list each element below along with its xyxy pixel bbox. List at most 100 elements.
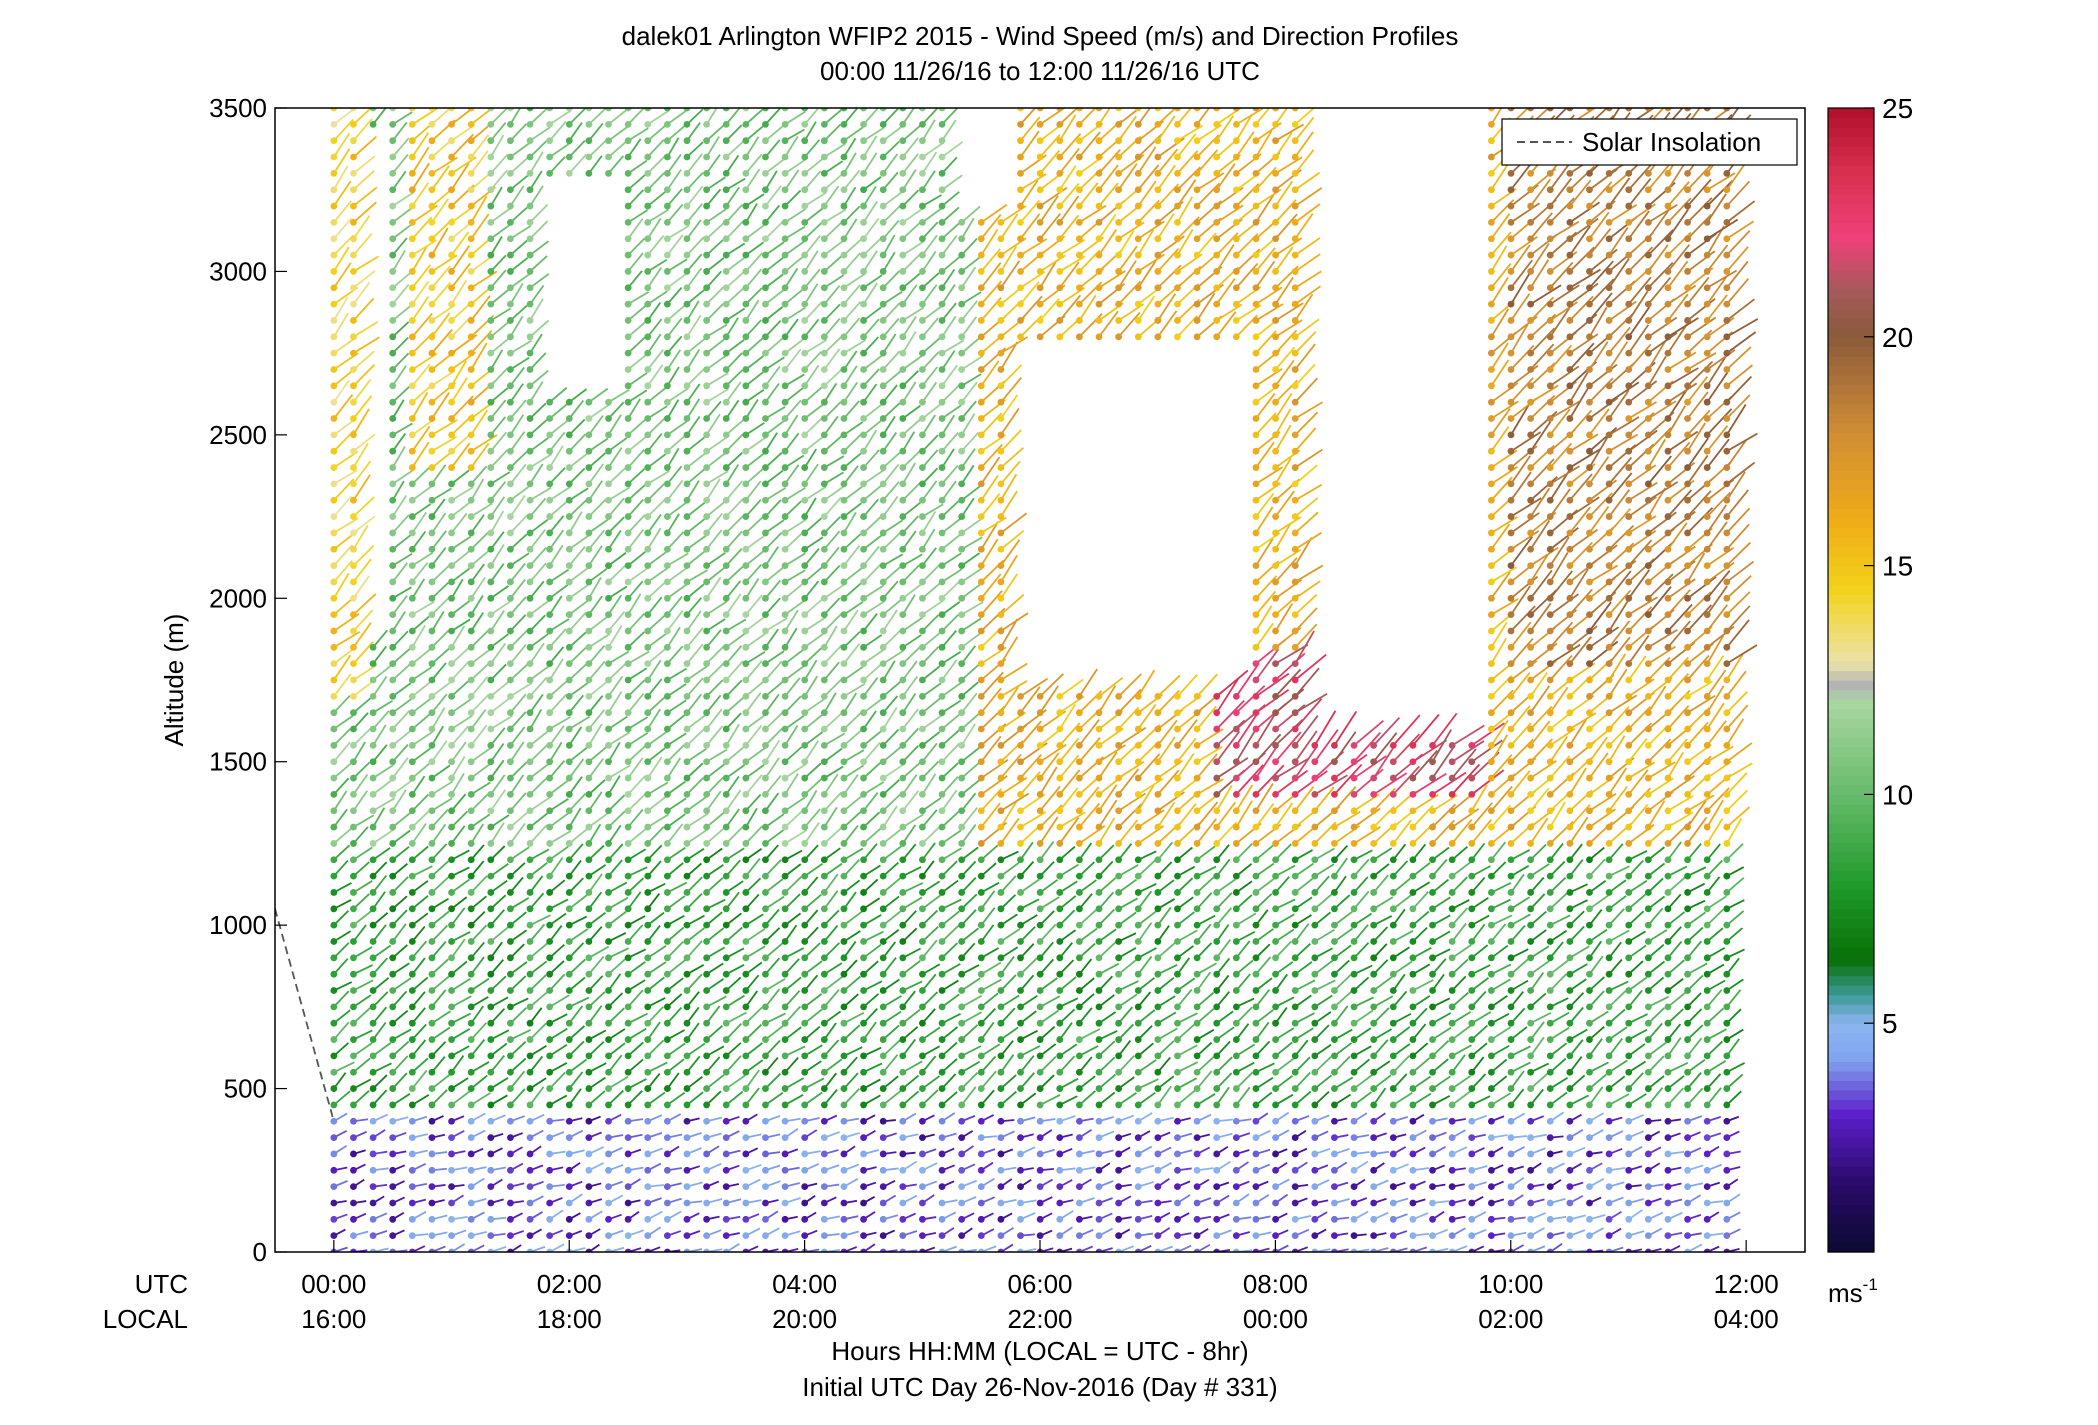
wind-point	[487, 1085, 495, 1092]
wind-point	[977, 1183, 985, 1191]
wind-point	[919, 594, 926, 602]
wind-barb	[490, 863, 509, 877]
wind-point	[330, 938, 338, 945]
wind-point	[860, 774, 867, 782]
wind-point	[624, 594, 632, 602]
wind-barb	[392, 237, 408, 256]
wind-barb	[960, 217, 975, 240]
wind-point	[605, 709, 612, 717]
wind-point	[762, 251, 769, 259]
wind-point	[958, 447, 966, 455]
wind-point	[487, 431, 495, 439]
wind-barb	[921, 467, 939, 485]
wind-point	[605, 1052, 612, 1060]
wind-barb	[921, 434, 939, 452]
wind-point	[762, 872, 769, 880]
wind-barb	[352, 281, 371, 305]
wind-point	[369, 987, 377, 994]
wind-point	[546, 1085, 554, 1092]
wind-point	[977, 398, 985, 406]
wind-point	[683, 823, 691, 831]
wind-point	[467, 905, 475, 913]
wind-point	[801, 970, 809, 978]
wind-barb	[823, 496, 842, 518]
wind-barb	[509, 484, 531, 501]
wind-point	[938, 660, 946, 668]
wind-barb	[941, 414, 956, 436]
wind-barb	[764, 988, 781, 1008]
wind-point	[879, 1003, 887, 1011]
wind-point	[722, 1199, 730, 1207]
wind-point	[879, 137, 887, 145]
wind-barb	[451, 486, 474, 501]
wind-barb	[490, 814, 510, 828]
wind-barb	[352, 994, 372, 1008]
wind-barb	[490, 387, 509, 403]
wind-point	[762, 643, 769, 651]
wind-barb	[451, 1090, 471, 1106]
wind-point	[781, 108, 789, 112]
wind-barb	[902, 450, 921, 469]
wind-barb	[823, 890, 839, 910]
wind-barb	[725, 452, 743, 469]
wind-barb	[941, 729, 960, 747]
wind-point	[879, 202, 887, 210]
wind-point	[546, 120, 554, 128]
wind-point	[899, 676, 907, 684]
wind-barb	[588, 108, 608, 125]
wind-point	[703, 529, 711, 537]
wind-barb	[509, 1007, 528, 1024]
wind-point	[879, 108, 887, 112]
wind-point	[781, 137, 789, 145]
wind-barb	[411, 865, 433, 877]
wind-barb	[902, 306, 925, 322]
wind-point	[899, 382, 907, 390]
wind-barb	[902, 980, 923, 992]
wind-point	[1056, 1036, 1064, 1043]
wind-point	[369, 1248, 377, 1252]
wind-point	[428, 529, 436, 537]
wind-barb	[745, 480, 762, 501]
wind-point	[663, 1101, 671, 1109]
wind-barb	[607, 437, 628, 452]
wind-point	[350, 954, 357, 962]
wind-barb	[745, 422, 765, 436]
wind-barb	[921, 221, 939, 240]
wind-barb	[960, 448, 976, 469]
wind-point	[408, 807, 416, 815]
wind-point	[1017, 1101, 1024, 1109]
wind-point	[624, 921, 632, 929]
wind-barb	[706, 221, 726, 240]
wind-point	[879, 382, 887, 390]
wind-point	[585, 1134, 593, 1141]
wind-barb	[764, 204, 780, 223]
wind-barb	[765, 406, 786, 420]
wind-point	[467, 169, 475, 177]
wind-barb	[548, 515, 565, 534]
wind-barb	[941, 517, 962, 534]
wind-point	[977, 333, 985, 341]
wind-barb	[352, 297, 375, 322]
wind-barb	[1000, 594, 1025, 616]
wind-point	[742, 741, 750, 749]
wind-point	[938, 431, 946, 439]
wind-barb	[784, 288, 804, 305]
wind-point	[624, 741, 632, 749]
wind-point	[644, 676, 652, 684]
wind-barb	[941, 579, 962, 599]
wind-point	[938, 758, 946, 766]
wind-barb	[647, 109, 670, 126]
wind-point	[860, 480, 867, 488]
wind-point	[467, 791, 475, 798]
wind-point	[467, 447, 475, 455]
wind-point	[605, 415, 612, 422]
wind-point	[565, 1052, 573, 1060]
wind-point	[703, 889, 711, 896]
wind-barb	[862, 429, 878, 452]
wind-barb	[961, 583, 982, 600]
wind-barb	[411, 822, 427, 844]
wind-barb	[548, 760, 566, 779]
wind-barb	[862, 484, 883, 501]
wind-point	[801, 1085, 809, 1092]
wind-barb	[530, 108, 532, 109]
